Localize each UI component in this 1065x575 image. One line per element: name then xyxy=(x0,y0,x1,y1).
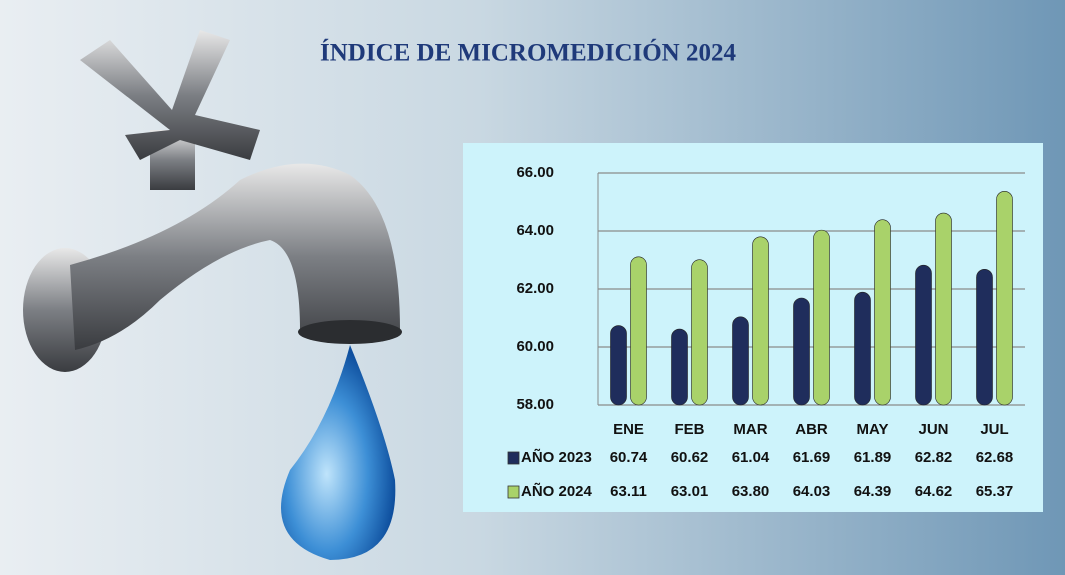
table-value: 63.01 xyxy=(671,483,709,500)
table-value: 61.69 xyxy=(793,449,831,466)
x-tick-label: MAY xyxy=(857,421,889,438)
legend-swatch xyxy=(507,485,520,499)
bar xyxy=(976,268,993,406)
bar xyxy=(752,236,769,406)
x-tick-label: JUN xyxy=(918,421,948,438)
y-tick-label: 64.00 xyxy=(516,222,554,239)
table-value: 63.80 xyxy=(732,483,770,500)
y-tick-label: 66.00 xyxy=(516,164,554,181)
faucet xyxy=(23,30,402,560)
x-tick-label: ENE xyxy=(613,421,644,438)
table-value: 61.89 xyxy=(854,449,892,466)
bar xyxy=(610,325,627,406)
bar xyxy=(874,219,891,406)
table-value: 64.62 xyxy=(915,483,953,500)
table-value: 60.74 xyxy=(610,449,648,466)
table-value: 63.11 xyxy=(610,483,647,500)
x-tick-label: MAR xyxy=(733,421,767,438)
table-value: 62.68 xyxy=(976,449,1014,466)
x-tick-label: JUL xyxy=(980,421,1008,438)
bar xyxy=(691,259,708,406)
bar xyxy=(630,256,647,406)
table-value: 64.39 xyxy=(854,483,892,500)
table-value: 60.62 xyxy=(671,449,709,466)
table-value: 65.37 xyxy=(976,483,1014,500)
bar xyxy=(935,212,952,406)
bar xyxy=(732,316,749,406)
table-value: 64.03 xyxy=(793,483,831,500)
legend-swatch xyxy=(507,451,520,465)
bar xyxy=(854,291,871,406)
table-value: 61.04 xyxy=(732,449,770,466)
bar xyxy=(671,328,688,406)
y-tick-label: 58.00 xyxy=(516,396,554,413)
y-tick-label: 62.00 xyxy=(516,280,554,297)
legend-label: AÑO 2023 xyxy=(521,448,592,466)
bar xyxy=(813,229,830,406)
x-tick-label: FEB xyxy=(675,421,705,438)
legend-label: AÑO 2024 xyxy=(521,482,593,500)
bar xyxy=(793,297,810,406)
y-tick-label: 60.00 xyxy=(516,338,554,355)
table-value: 62.82 xyxy=(915,449,953,466)
x-tick-label: ABR xyxy=(795,421,828,438)
bar xyxy=(915,264,932,406)
bar xyxy=(996,190,1013,406)
chart-title: ÍNDICE DE MICROMEDICIÓN 2024 xyxy=(320,39,736,67)
